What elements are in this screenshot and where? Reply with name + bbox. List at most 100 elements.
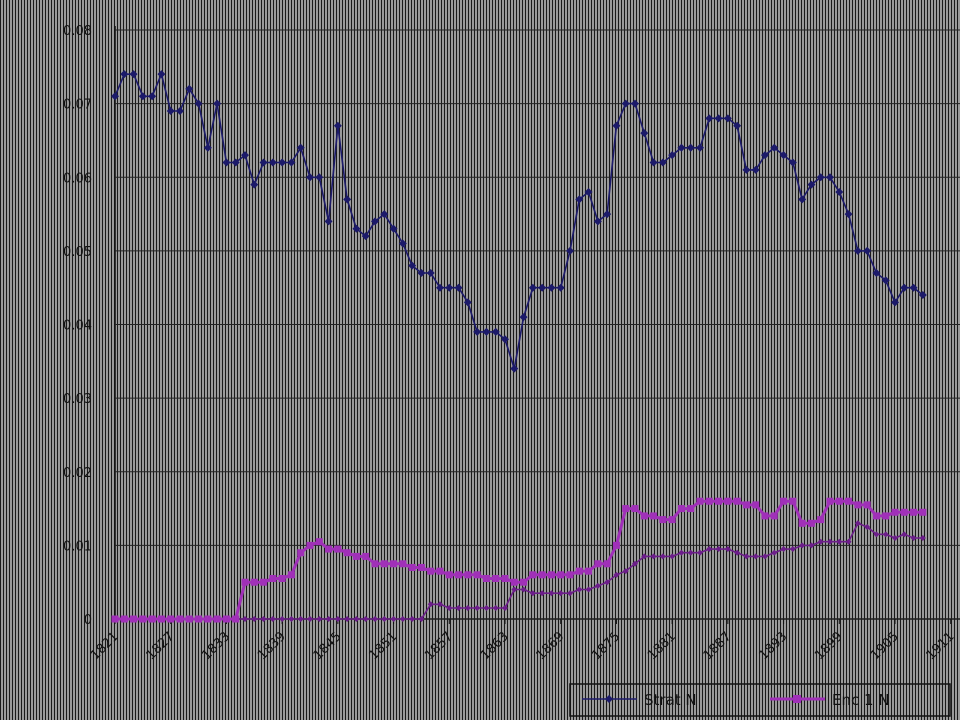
data-point bbox=[185, 84, 194, 93]
data-point bbox=[835, 187, 844, 196]
data-point bbox=[380, 560, 388, 568]
data-point bbox=[250, 180, 259, 189]
data-point bbox=[288, 616, 295, 622]
data-point bbox=[575, 567, 583, 575]
data-point bbox=[872, 268, 881, 277]
data-point bbox=[826, 497, 834, 505]
data-point bbox=[761, 151, 769, 160]
data-point bbox=[408, 563, 416, 571]
data-point bbox=[742, 165, 751, 174]
data-point bbox=[389, 224, 398, 233]
data-point bbox=[641, 553, 648, 560]
data-point bbox=[129, 70, 138, 79]
data-point bbox=[845, 538, 852, 545]
data-point bbox=[864, 523, 871, 530]
data-point bbox=[334, 545, 342, 553]
data-point bbox=[576, 586, 583, 593]
data-point bbox=[696, 143, 704, 152]
legend-label: Enc 1 N bbox=[832, 691, 890, 709]
data-point bbox=[621, 99, 630, 108]
data-point bbox=[148, 615, 156, 623]
data-point bbox=[706, 546, 713, 553]
data-point bbox=[520, 578, 528, 586]
data-point bbox=[176, 106, 184, 115]
data-point bbox=[584, 187, 593, 196]
data-point bbox=[463, 298, 472, 307]
data-point bbox=[807, 519, 815, 527]
data-point bbox=[408, 261, 417, 270]
data-point bbox=[528, 283, 537, 292]
data-point bbox=[120, 615, 128, 623]
data-point bbox=[409, 616, 416, 622]
data-point bbox=[195, 615, 203, 623]
data-point bbox=[650, 553, 657, 560]
data-point bbox=[502, 604, 508, 611]
data-point bbox=[306, 541, 314, 549]
data-point bbox=[539, 590, 546, 597]
data-point bbox=[909, 283, 918, 292]
data-point bbox=[548, 590, 555, 597]
data-point bbox=[723, 114, 732, 123]
data-point bbox=[677, 143, 686, 152]
data-point bbox=[492, 575, 500, 583]
data-point bbox=[659, 553, 666, 560]
data-point bbox=[315, 173, 324, 182]
data-point bbox=[287, 571, 295, 579]
data-point bbox=[566, 571, 574, 579]
data-point bbox=[157, 70, 166, 79]
data-point bbox=[455, 604, 462, 611]
data-point bbox=[483, 604, 490, 611]
data-point bbox=[353, 616, 360, 622]
data-point bbox=[260, 616, 267, 622]
data-point bbox=[724, 546, 731, 553]
data-point bbox=[222, 615, 230, 623]
data-point bbox=[649, 158, 658, 167]
data-point bbox=[594, 560, 602, 568]
data-point bbox=[418, 616, 425, 622]
data-point bbox=[845, 497, 853, 505]
data-point bbox=[381, 616, 388, 622]
data-point bbox=[474, 604, 481, 611]
data-point bbox=[650, 512, 658, 520]
y-tick-label: 0.05 bbox=[63, 245, 92, 260]
data-point bbox=[872, 512, 880, 520]
data-point bbox=[622, 505, 630, 513]
data-point bbox=[798, 519, 806, 527]
data-point bbox=[130, 615, 138, 623]
data-point bbox=[455, 571, 463, 579]
y-tick-label: 0 bbox=[84, 613, 92, 628]
series-1 bbox=[111, 497, 927, 623]
data-point bbox=[538, 283, 547, 292]
data-point bbox=[668, 151, 677, 160]
data-point bbox=[268, 158, 277, 167]
data-point bbox=[612, 541, 620, 549]
data-point bbox=[632, 560, 638, 567]
data-point bbox=[501, 335, 509, 344]
data-point bbox=[604, 579, 611, 586]
data-point bbox=[779, 151, 788, 160]
data-point bbox=[705, 497, 713, 505]
data-point bbox=[436, 283, 444, 292]
data-point bbox=[372, 616, 378, 622]
y-tick-label: 0.02 bbox=[63, 466, 92, 481]
data-point bbox=[325, 545, 333, 553]
data-point bbox=[296, 143, 305, 152]
data-point bbox=[751, 165, 760, 174]
data-point bbox=[390, 616, 397, 622]
data-point bbox=[260, 578, 268, 586]
data-point bbox=[658, 158, 667, 167]
data-point bbox=[417, 268, 426, 277]
data-point bbox=[511, 586, 518, 593]
data-point bbox=[687, 505, 695, 513]
data-point bbox=[510, 364, 519, 373]
series-line bbox=[114, 71, 924, 369]
y-tick-label: 0.01 bbox=[63, 539, 92, 554]
data-point bbox=[715, 497, 723, 505]
data-point bbox=[854, 520, 861, 527]
data-point bbox=[594, 582, 601, 589]
data-point bbox=[316, 616, 323, 622]
data-point bbox=[473, 327, 482, 336]
data-point bbox=[556, 283, 565, 292]
data-point bbox=[361, 232, 370, 241]
